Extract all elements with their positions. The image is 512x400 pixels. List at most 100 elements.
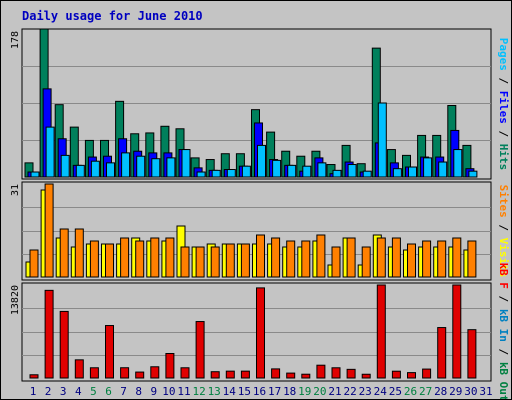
bar-pages [438,161,448,178]
bar-pages [392,168,402,178]
bar-kbf [256,287,265,379]
bar-kbf [210,371,220,379]
bar-pages [347,164,357,178]
bar-kbf [105,325,114,379]
bar-kbf [467,329,477,379]
x-tick-label: 23 [359,385,372,398]
bar-sites [391,237,401,278]
x-tick-label: 1 [30,385,37,398]
x-tick-label: 29 [449,385,462,398]
bar-kbf [150,366,160,379]
bar-kbf [346,368,356,379]
bar-pages [453,149,463,178]
x-tick-label: 5 [90,385,97,398]
bar-pages [45,126,55,178]
bar-sites [376,237,386,278]
legend-entry: kB Out [497,362,510,399]
bar-pages [317,162,327,178]
bar-sites [301,240,311,278]
bar-sites [59,228,69,278]
bar-sites [105,243,114,278]
x-tick-label: 16 [253,385,266,398]
legend-entry: / [497,218,510,238]
bar-kbf [59,310,69,379]
legend-entry: Hits [497,144,510,171]
legend-entry: / [497,342,510,362]
x-tick-label: 25 [389,385,402,398]
bar-sites [240,243,250,278]
bar-pages [106,162,115,178]
x-tick-label: 28 [434,385,447,398]
bar-sites [210,246,220,278]
bar-kbf [422,368,432,379]
bar-sites [437,240,447,278]
bar-sites [180,246,190,278]
bar-sites [361,246,371,278]
bar-kbf [331,367,341,379]
legend-entry: kB F [497,262,510,289]
x-tick-label: 11 [177,385,190,398]
bar-sites [120,237,130,278]
bar-pages [241,165,251,178]
bar-sites [316,234,326,278]
bar-sites [44,183,54,278]
bar-kbf [74,359,84,379]
bar-pages [362,170,372,178]
legend-entry: Sites [497,185,510,218]
chart-title: Daily usage for June 2010 [22,9,203,23]
y-max-label: 178 [10,31,21,49]
bar-sites [271,237,281,278]
bar-pages [151,158,161,178]
legend-entry: kB In [497,309,510,342]
x-tick-label: 2 [45,385,52,398]
legend-entry: Pages [497,38,510,71]
bar-pages [377,102,387,178]
bar-kbf [391,370,401,379]
bar-sites [165,237,175,278]
legend-kbytes: kB F / kB In / kB Out [497,262,510,399]
bar-sites [225,243,235,278]
bar-pages [166,157,176,178]
bar-sites [346,237,356,278]
x-tick-label: 27 [419,385,432,398]
bar-kbf [29,374,39,379]
bar-pages [257,144,266,178]
bar-sites [256,234,265,278]
x-tick-label: 19 [298,385,311,398]
x-tick-label: 24 [374,385,388,398]
bar-sites [286,240,296,278]
bar-kbf [271,368,281,379]
x-tick-label: 9 [150,385,157,398]
panel-visitors: 31 Sites / Visits [10,181,510,281]
bar-pages [211,169,221,178]
bar-pages [468,170,478,178]
bar-kbf [407,372,416,379]
x-tick-label: 21 [328,385,341,398]
bar-pages [272,159,282,178]
x-tick-label: 6 [105,385,112,398]
bar-pages [136,155,146,178]
bar-sites [29,249,39,278]
bar-pages [90,160,100,178]
x-tick-label: 12 [192,385,205,398]
bar-sites [150,237,160,278]
legend-visitors: Sites / Visits [497,185,510,278]
bar-kbf [361,373,371,379]
bar-kbf [286,372,296,379]
bar-pages [226,169,236,178]
bar-pages [181,149,191,178]
x-tick-label: 13 [208,385,221,398]
legend-entry: / [497,124,510,144]
bar-pages [30,171,40,178]
bar-sites [135,240,145,278]
x-tick-label: 17 [268,385,281,398]
bar-sites [467,240,477,278]
x-tick-label: 26 [404,385,417,398]
x-tick-label: 3 [60,385,67,398]
x-tick-label: 14 [223,385,237,398]
x-tick-label: 10 [162,385,175,398]
bar-pages [287,164,297,178]
